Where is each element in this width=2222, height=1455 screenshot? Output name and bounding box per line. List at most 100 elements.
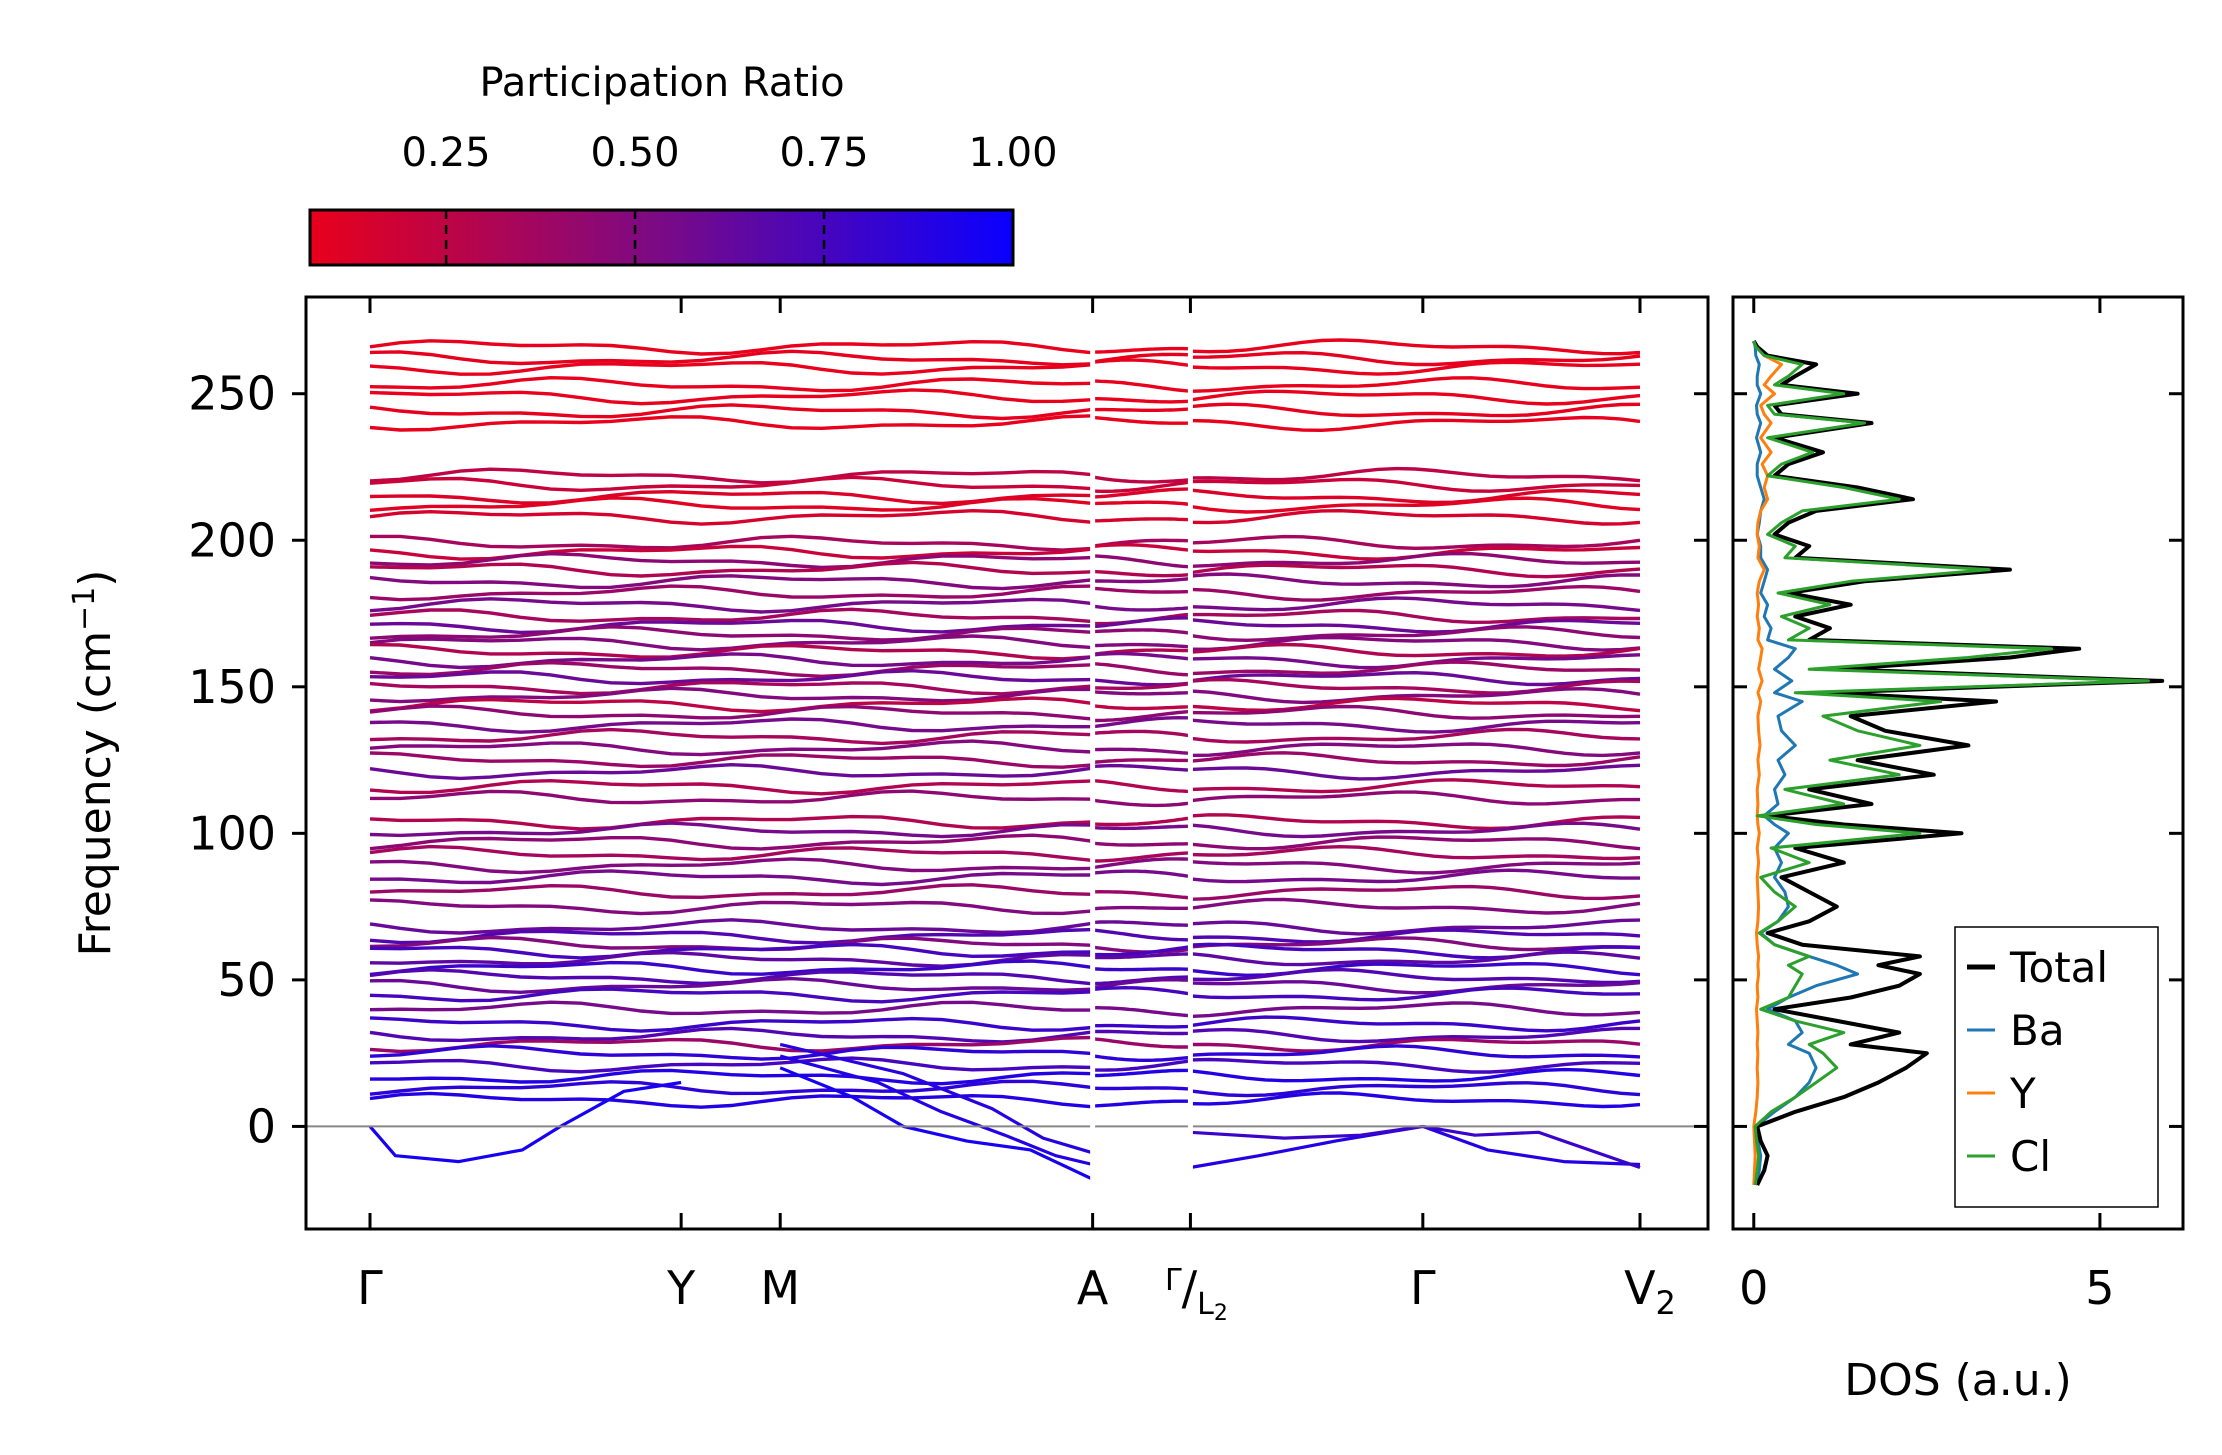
band-line xyxy=(1190,625,1641,643)
band-line xyxy=(369,833,1093,851)
band-line xyxy=(1092,928,1191,942)
band-line xyxy=(1190,1037,1641,1053)
band-line xyxy=(1092,778,1191,794)
dos-plot-frame xyxy=(1731,295,2185,1231)
band-line xyxy=(369,976,1093,995)
band-line xyxy=(1190,360,1641,376)
band-line xyxy=(369,1035,1093,1054)
band-line xyxy=(1190,660,1641,676)
band-line xyxy=(1190,635,1641,652)
dos-x-tick-label: 5 xyxy=(2085,1261,2114,1315)
dos-x-axis-label: DOS (a.u.) xyxy=(1844,1355,2072,1406)
band-line xyxy=(1092,715,1191,729)
high-symmetry-label: M xyxy=(760,1261,800,1315)
band-line xyxy=(369,686,1093,704)
band-line xyxy=(369,574,1093,591)
band-line xyxy=(369,762,1093,781)
band-line xyxy=(1190,677,1641,695)
band-line xyxy=(1092,1059,1191,1072)
band-line xyxy=(1092,704,1191,711)
band-line xyxy=(1190,778,1641,794)
band-line xyxy=(1092,985,1191,996)
band-line xyxy=(1190,844,1641,861)
band-line xyxy=(369,883,1093,900)
band-line xyxy=(369,668,1093,686)
band-line xyxy=(369,778,1093,796)
band-line xyxy=(1190,350,1641,367)
colorbar-title: Participation Ratio xyxy=(479,60,844,106)
band-structure-panel: 0 50 100 150 200 250 Γ Y M A Γ/L2 Γ V2 Frequency (c… xyxy=(67,295,1710,1326)
band-line xyxy=(369,704,1093,721)
band-line xyxy=(1092,604,1191,612)
band-line xyxy=(369,1056,1093,1074)
band-line xyxy=(1092,709,1191,723)
band-line xyxy=(369,857,1093,875)
band-line xyxy=(1190,821,1641,839)
band-line xyxy=(1190,835,1641,851)
legend-label-y: Y xyxy=(2009,1069,2036,1118)
band-line xyxy=(1190,950,1641,967)
dos-series-y xyxy=(1752,340,1783,1186)
band-line xyxy=(369,1079,1093,1096)
high-symmetry-label: Γ/L2 xyxy=(1165,1261,1228,1326)
y-tick-label: 100 xyxy=(188,806,276,860)
band-line xyxy=(1092,1006,1191,1018)
band-line xyxy=(1092,1054,1191,1063)
acoustic-rise-l2-gamma-2 xyxy=(1190,1124,1424,1140)
band-line xyxy=(369,584,1093,602)
band-line xyxy=(1092,379,1191,393)
band-line xyxy=(369,414,1093,432)
band-line xyxy=(1092,824,1191,831)
band-line xyxy=(1092,662,1191,677)
band-line xyxy=(1092,1029,1191,1036)
band-line xyxy=(1092,977,1191,990)
band-line xyxy=(1092,1068,1191,1078)
band-line xyxy=(1092,358,1191,368)
band-line xyxy=(369,680,1093,696)
band-line xyxy=(369,660,1093,679)
band-line xyxy=(1190,618,1641,634)
band-line xyxy=(369,727,1093,746)
band-line xyxy=(1190,376,1641,393)
high-symmetry-ticks: Γ Y M A Γ/L2 Γ V2 xyxy=(357,297,1676,1326)
colorbar-tick-label: 0.50 xyxy=(591,130,680,176)
band-line xyxy=(369,814,1093,831)
legend-label-total: Total xyxy=(2009,943,2108,992)
colorbar-tick-labels: 0.25 0.50 0.75 1.00 xyxy=(402,130,1058,176)
dos-series-ba xyxy=(1752,340,1860,1186)
band-line xyxy=(1092,642,1191,649)
band-line xyxy=(1190,942,1641,960)
band-line xyxy=(1190,961,1641,978)
band-line xyxy=(1190,488,1641,505)
segment-break xyxy=(1187,299,1193,1227)
band-line xyxy=(1190,751,1641,768)
colorbar-ticks xyxy=(444,210,826,265)
frequency-ticks: 0 50 100 150 200 250 xyxy=(188,367,1708,1153)
dos-lines xyxy=(1752,339,2165,1186)
band-line xyxy=(1092,1037,1191,1049)
band-line xyxy=(369,607,1093,624)
band-line xyxy=(1092,764,1191,772)
band-line xyxy=(1190,608,1640,625)
acoustic-dip-gamma-y xyxy=(368,1080,682,1164)
band-line xyxy=(1092,889,1191,900)
acoustic-dip-m-a-3 xyxy=(779,1042,1094,1155)
band-line xyxy=(1190,670,1641,687)
y-tick-label: 250 xyxy=(188,367,276,421)
band-line xyxy=(1092,480,1191,493)
band-line xyxy=(1092,554,1191,569)
legend-label-ba: Ba xyxy=(2010,1006,2065,1055)
band-line xyxy=(1092,500,1191,507)
band-line xyxy=(1190,389,1641,406)
band-line xyxy=(1190,897,1641,915)
band-line xyxy=(1190,813,1641,831)
dos-series-cl xyxy=(1752,340,2150,1186)
band-line xyxy=(1190,508,1641,526)
band-line xyxy=(1190,584,1641,602)
band-line xyxy=(369,739,1093,757)
band-line xyxy=(369,551,1093,570)
band-line xyxy=(369,959,1093,977)
band-line xyxy=(1190,980,1641,995)
